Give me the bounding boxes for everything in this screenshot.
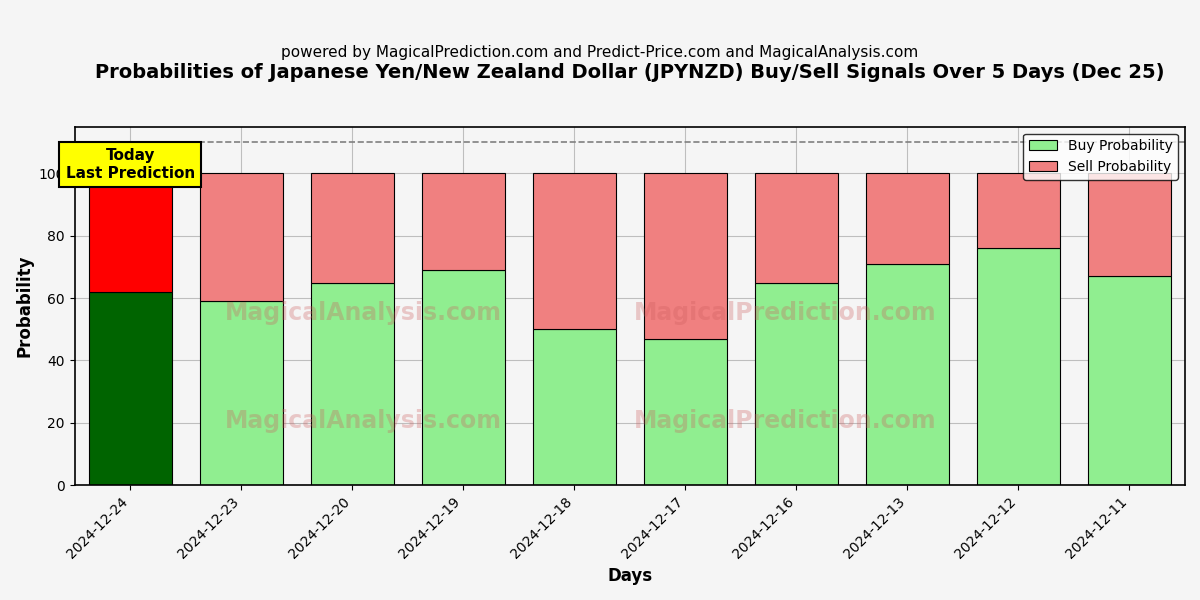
Bar bbox=[977, 248, 1060, 485]
Bar bbox=[643, 173, 727, 338]
Bar bbox=[421, 173, 505, 270]
Text: MagicalPrediction.com: MagicalPrediction.com bbox=[634, 409, 936, 433]
Bar bbox=[755, 173, 838, 283]
Bar bbox=[865, 264, 949, 485]
Bar bbox=[199, 173, 283, 301]
Bar bbox=[1088, 173, 1171, 276]
Bar bbox=[755, 283, 838, 485]
Bar bbox=[533, 173, 616, 329]
Bar bbox=[199, 301, 283, 485]
Y-axis label: Probability: Probability bbox=[16, 254, 34, 357]
Bar bbox=[865, 173, 949, 264]
Bar bbox=[977, 173, 1060, 248]
Bar bbox=[89, 292, 172, 485]
Bar bbox=[421, 270, 505, 485]
Bar bbox=[643, 338, 727, 485]
Text: MagicalAnalysis.com: MagicalAnalysis.com bbox=[224, 301, 502, 325]
Bar bbox=[533, 329, 616, 485]
Bar bbox=[89, 173, 172, 292]
Bar bbox=[311, 173, 394, 283]
Text: MagicalPrediction.com: MagicalPrediction.com bbox=[634, 301, 936, 325]
Text: MagicalAnalysis.com: MagicalAnalysis.com bbox=[224, 409, 502, 433]
X-axis label: Days: Days bbox=[607, 567, 653, 585]
Title: Probabilities of Japanese Yen/New Zealand Dollar (JPYNZD) Buy/Sell Signals Over : Probabilities of Japanese Yen/New Zealan… bbox=[95, 63, 1164, 82]
Bar bbox=[1088, 276, 1171, 485]
Text: Today
Last Prediction: Today Last Prediction bbox=[66, 148, 194, 181]
Text: powered by MagicalPrediction.com and Predict-Price.com and MagicalAnalysis.com: powered by MagicalPrediction.com and Pre… bbox=[281, 45, 919, 60]
Legend: Buy Probability, Sell Probability: Buy Probability, Sell Probability bbox=[1024, 134, 1178, 179]
Bar bbox=[311, 283, 394, 485]
